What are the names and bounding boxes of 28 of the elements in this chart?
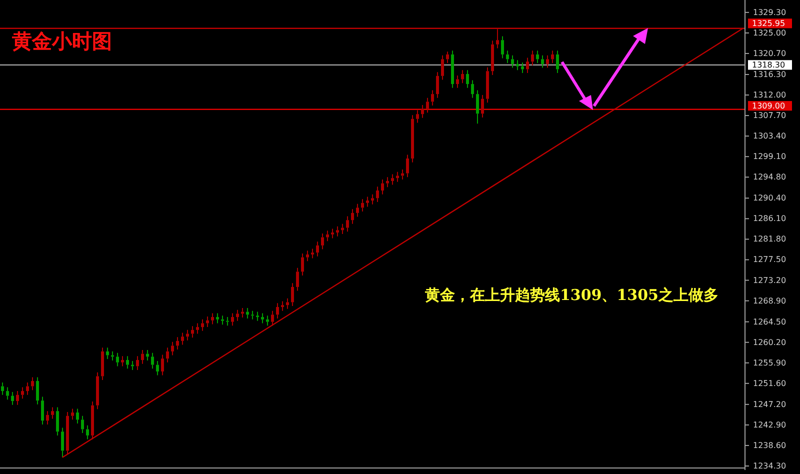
- y-tick-label: 1299.10: [753, 152, 786, 162]
- y-tick-label: 1238.60: [753, 440, 786, 450]
- ref-line-label: 1318.30: [752, 60, 786, 70]
- ref-line-label: 1325.95: [752, 18, 786, 28]
- annotation: 黄金，在上升趋势线1309、1305之上做多: [424, 286, 718, 304]
- y-tick-label: 1264.50: [753, 317, 786, 326]
- y-tick-label: 1273.20: [753, 276, 786, 285]
- y-tick-label: 1303.40: [753, 132, 786, 141]
- y-tick-label: 1260.20: [753, 338, 786, 347]
- y-tick-label: 1312.00: [753, 90, 786, 100]
- y-tick-label: 1255.90: [753, 358, 786, 368]
- y-tick-label: 1281.80: [753, 234, 786, 244]
- y-tick-label: 1286.10: [753, 214, 786, 224]
- y-tick-label: 1290.40: [753, 194, 786, 203]
- y-tick-label: 1242.90: [753, 420, 786, 430]
- y-tick-label: 1234.30: [753, 462, 786, 470]
- text: 黄金小时图: [11, 29, 112, 53]
- y-tick-label: 1307.70: [753, 111, 786, 120]
- y-tick-label: 1294.80: [753, 172, 786, 182]
- y-tick-label: 1268.90: [753, 296, 786, 306]
- ref-line-label: 1309.00: [752, 101, 786, 110]
- y-tick-label: 1251.60: [753, 378, 786, 388]
- y-tick-label: 1320.70: [753, 48, 786, 58]
- y-tick-label: 1247.20: [753, 400, 786, 409]
- y-tick-label: 1316.30: [753, 70, 786, 79]
- y-tick-label: 1277.50: [753, 255, 786, 264]
- y-tick-label: 1329.30: [753, 8, 786, 17]
- y-tick-label: 1325.00: [753, 28, 786, 38]
